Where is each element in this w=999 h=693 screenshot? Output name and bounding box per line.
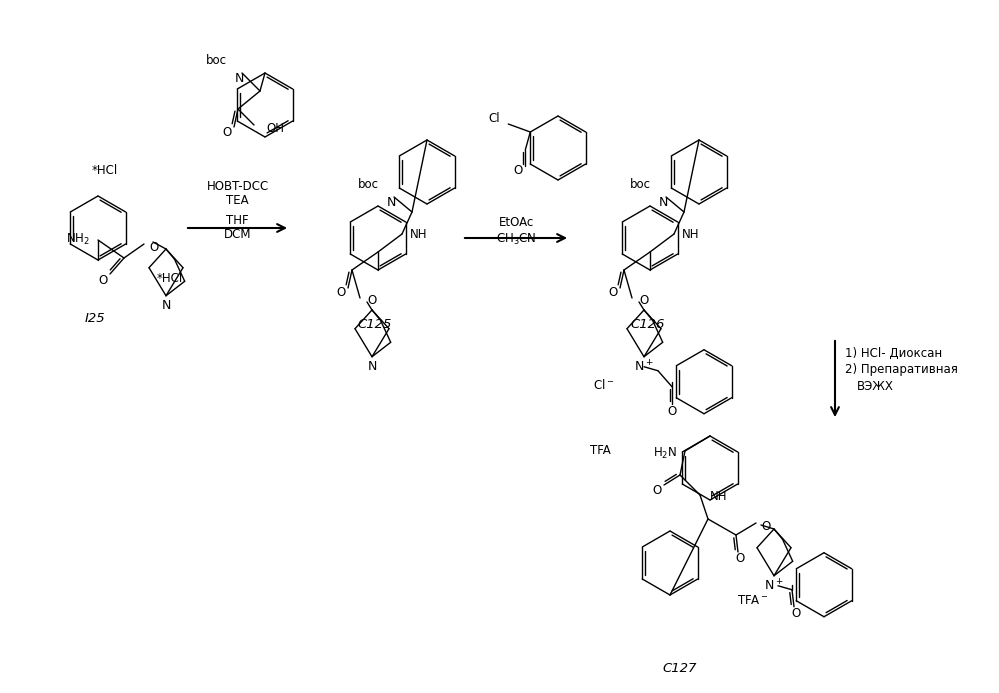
Text: C126: C126 [630, 319, 665, 331]
Text: TEA: TEA [226, 195, 249, 207]
Text: O: O [652, 484, 661, 498]
Text: C125: C125 [358, 319, 393, 331]
Text: ВЭЖХ: ВЭЖХ [857, 380, 894, 392]
Text: *HCl: *HCl [92, 164, 118, 177]
Text: EtOAc: EtOAc [499, 216, 533, 229]
Text: boc: boc [358, 179, 379, 191]
Text: O: O [337, 286, 346, 299]
Text: N$^+$: N$^+$ [634, 359, 653, 375]
Text: O: O [667, 405, 676, 419]
Text: *HCl: *HCl [157, 272, 183, 285]
Text: O: O [791, 607, 800, 620]
Text: I25: I25 [85, 311, 105, 324]
Text: HOBT-DCC: HOBT-DCC [207, 179, 269, 193]
Text: boc: boc [630, 179, 651, 191]
Text: N: N [235, 73, 244, 85]
Text: O: O [98, 274, 108, 286]
Text: NH: NH [710, 491, 727, 504]
Text: O: O [608, 286, 617, 299]
Text: boc: boc [206, 55, 227, 67]
Text: CH$_3$CN: CH$_3$CN [496, 231, 536, 247]
Text: O: O [761, 520, 770, 533]
Text: NH: NH [682, 229, 699, 241]
Text: C127: C127 [662, 662, 697, 674]
Text: O: O [513, 164, 522, 177]
Text: NH: NH [410, 229, 428, 241]
Text: Cl: Cl [489, 112, 500, 125]
Text: N: N [658, 195, 667, 209]
Text: O: O [639, 294, 648, 306]
Text: 2) Препаративная: 2) Препаративная [845, 364, 958, 376]
Text: N: N [368, 360, 377, 374]
Text: Cl$^-$: Cl$^-$ [592, 378, 614, 392]
Text: N: N [161, 299, 171, 313]
Text: H$_2$N: H$_2$N [653, 446, 677, 461]
Text: O: O [735, 552, 744, 565]
Text: TFA: TFA [589, 444, 610, 457]
Text: N: N [387, 195, 396, 209]
Text: THF: THF [226, 213, 249, 227]
Text: 1) HCl- Диоксан: 1) HCl- Диоксан [845, 346, 942, 360]
Text: N$^+$: N$^+$ [764, 578, 784, 594]
Text: O: O [367, 294, 377, 306]
Text: O: O [149, 241, 158, 254]
Text: TFA$^-$: TFA$^-$ [737, 595, 769, 607]
Text: OH: OH [266, 121, 284, 134]
Text: O: O [223, 125, 232, 139]
Text: DCM: DCM [224, 229, 252, 241]
Text: NH$_2$: NH$_2$ [66, 231, 90, 247]
